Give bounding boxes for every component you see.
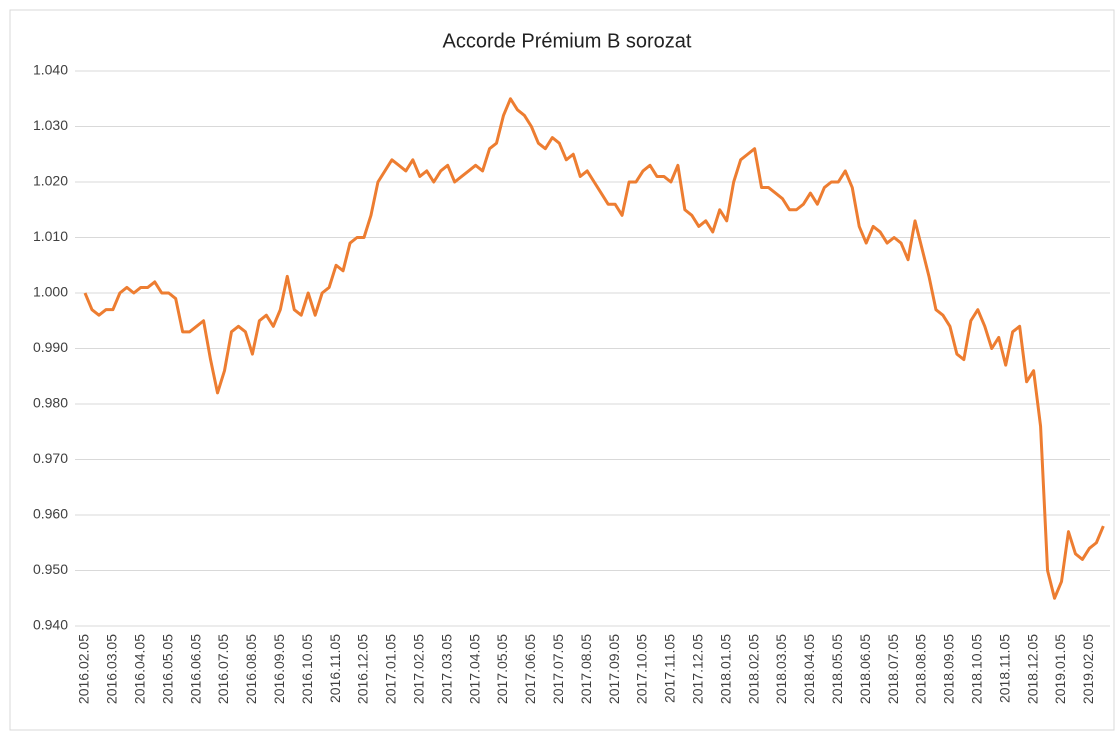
x-tick-label: 2017.08.05 xyxy=(578,634,594,704)
x-tick-label: 2017.07.05 xyxy=(550,634,566,704)
y-tick-label: 0.990 xyxy=(33,339,68,355)
x-tick-label: 2019.02.05 xyxy=(1080,634,1096,704)
y-tick-label: 0.970 xyxy=(33,450,68,466)
x-tick-label: 2017.05.05 xyxy=(494,634,510,704)
x-tick-label: 2017.01.05 xyxy=(383,634,399,704)
y-tick-label: 1.010 xyxy=(33,228,68,244)
x-tick-label: 2016.05.05 xyxy=(159,634,175,704)
x-tick-label: 2018.03.05 xyxy=(773,634,789,704)
x-tick-label: 2017.11.05 xyxy=(662,634,678,703)
x-tick-label: 2016.12.05 xyxy=(355,634,371,704)
y-tick-label: 1.040 xyxy=(33,62,68,78)
x-tick-label: 2017.06.05 xyxy=(522,634,538,704)
x-tick-label: 2018.04.05 xyxy=(801,634,817,704)
x-tick-label: 2019.01.05 xyxy=(1052,634,1068,704)
y-tick-label: 0.950 xyxy=(33,561,68,577)
x-tick-label: 2017.09.05 xyxy=(606,634,622,704)
y-tick-label: 0.980 xyxy=(33,395,68,411)
y-tick-label: 0.960 xyxy=(33,506,68,522)
x-tick-label: 2018.12.05 xyxy=(1024,634,1040,704)
x-tick-label: 2016.10.05 xyxy=(299,634,315,704)
data-line xyxy=(83,97,1105,600)
x-tick-label: 2018.02.05 xyxy=(745,634,761,704)
x-tick-label: 2016.02.05 xyxy=(76,634,92,704)
x-tick-label: 2018.06.05 xyxy=(857,634,873,704)
chart-title: Accorde Prémium B sorozat xyxy=(443,30,692,52)
y-tick-label: 0.940 xyxy=(33,617,68,633)
x-tick-label: 2018.05.05 xyxy=(829,634,845,704)
y-tick-label: 1.030 xyxy=(33,117,68,133)
x-tick-label: 2016.08.05 xyxy=(243,634,259,704)
x-tick-label: 2016.09.05 xyxy=(271,634,287,704)
x-tick-label: 2016.03.05 xyxy=(104,634,120,704)
x-tick-label: 2017.02.05 xyxy=(411,634,427,704)
x-tick-label: 2018.08.05 xyxy=(913,634,929,704)
chart-frame xyxy=(9,9,1115,731)
x-tick-label: 2016.07.05 xyxy=(215,634,231,704)
y-tick-label: 1.000 xyxy=(33,284,68,300)
y-tick-label: 1.020 xyxy=(33,173,68,189)
x-tick-label: 2016.04.05 xyxy=(132,634,148,704)
x-tick-label: 2018.07.05 xyxy=(885,634,901,704)
x-tick-label: 2016.06.05 xyxy=(187,634,203,704)
x-tick-label: 2018.01.05 xyxy=(717,634,733,704)
x-tick-label: 2017.10.05 xyxy=(634,634,650,704)
x-tick-label: 2018.09.05 xyxy=(941,634,957,704)
x-tick-label: 2017.04.05 xyxy=(466,634,482,704)
x-tick-label: 2017.12.05 xyxy=(690,634,706,704)
x-tick-label: 2018.10.05 xyxy=(969,634,985,704)
x-tick-label: 2018.11.05 xyxy=(996,634,1012,703)
x-tick-label: 2016.11.05 xyxy=(327,634,343,703)
x-tick-label: 2017.03.05 xyxy=(438,634,454,704)
